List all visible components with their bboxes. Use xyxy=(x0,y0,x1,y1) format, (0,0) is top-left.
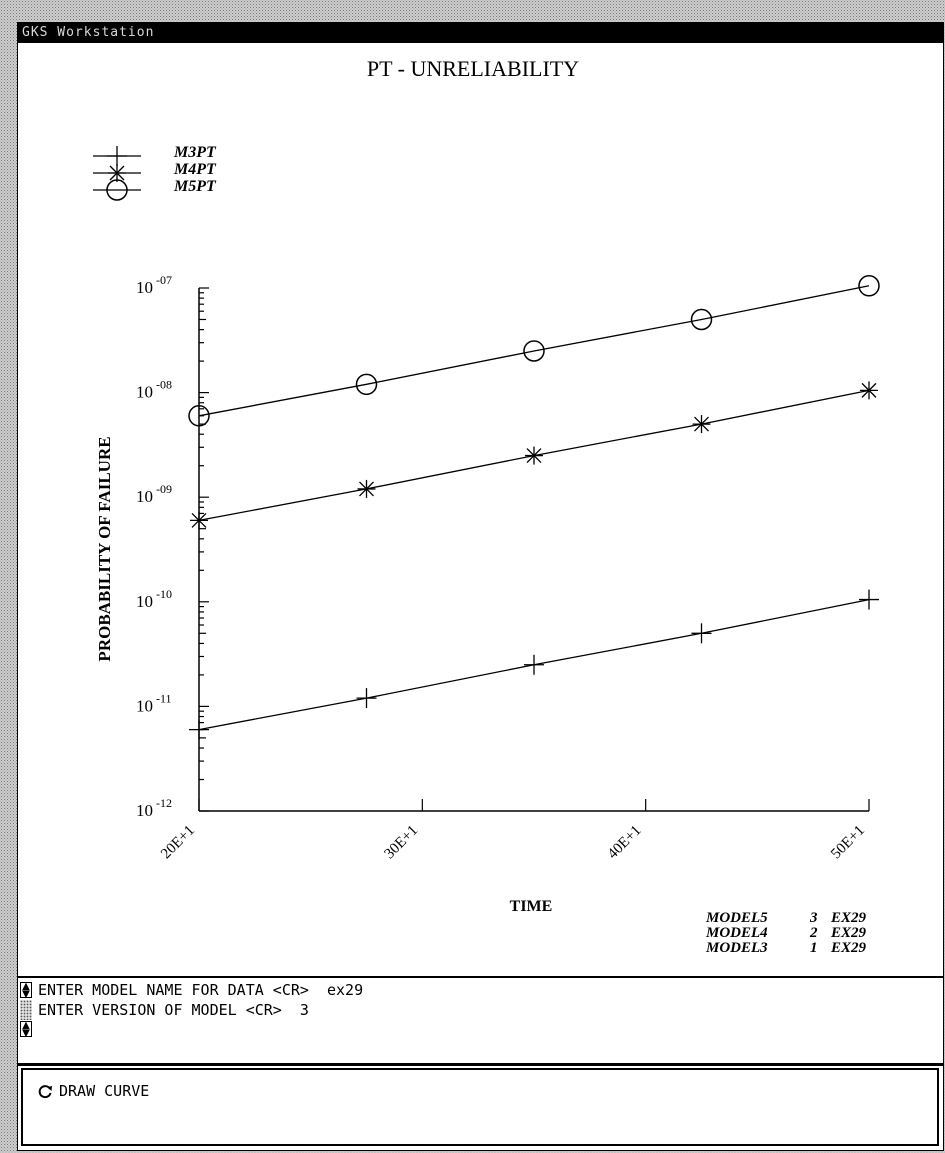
model-note-name: MODEL4 xyxy=(705,925,768,941)
x-axis-tick-labels: 20E+1 30E+1 40E+1 50E+1 xyxy=(158,823,868,863)
marker-m5pt xyxy=(188,405,210,427)
y-axis-label: PROBABILITY OF FAILURE xyxy=(95,436,114,661)
action-panel: DRAW CURVE xyxy=(21,1068,939,1146)
y-axis-ticks xyxy=(199,287,209,812)
gks-window: GKS Workstation PT - UNRELIABILITY M3PT M… xyxy=(17,22,944,1151)
draw-curve-label: DRAW CURVE xyxy=(59,1082,150,1100)
legend-label: M3PT xyxy=(173,144,217,161)
y-tick-label: 10 -12 xyxy=(136,796,172,820)
scroll-up-down-icon[interactable]: ▲ ▼ xyxy=(20,1021,32,1039)
chart-title: PT - UNRELIABILITY xyxy=(367,56,579,81)
legend-label: M4PT xyxy=(173,161,217,178)
marker-m5pt xyxy=(355,373,378,396)
model-note-version: 2 xyxy=(809,925,818,941)
marker-m5pt xyxy=(858,275,880,297)
y-tick-label: 10 -08 xyxy=(136,378,172,402)
x-tick-label: 20E+1 xyxy=(158,823,198,863)
x-tick-label: 30E+1 xyxy=(381,823,421,863)
model-note-version: 1 xyxy=(810,940,818,956)
model-note-name: MODEL3 xyxy=(705,940,768,956)
model-note-data: EX29 xyxy=(830,940,867,956)
chart-axes xyxy=(198,288,869,812)
model-note-name: MODEL5 xyxy=(705,910,768,926)
scrollbar-track[interactable] xyxy=(20,1000,32,1020)
window-title-bar[interactable]: GKS Workstation xyxy=(18,23,943,43)
x-tick-label: 40E+1 xyxy=(605,823,645,863)
marker-m4pt-d2 xyxy=(861,382,877,398)
marker-m4pt-d2 xyxy=(694,416,709,432)
y-tick-label: 10 -10 xyxy=(136,587,172,611)
model-note-version: 3 xyxy=(809,910,818,926)
series-markers xyxy=(188,275,880,740)
legend-marker-d2 xyxy=(109,165,125,181)
marker-m4pt-d2 xyxy=(526,448,542,464)
x-tick-label: 50E+1 xyxy=(828,823,868,863)
y-axis-tick-labels: 10-12 10-11 10-10 10-09 10-08 10 -07 xyxy=(136,273,172,820)
window-title: GKS Workstation xyxy=(22,25,155,40)
marker-m4pt-d2 xyxy=(359,481,374,497)
marker-m5pt xyxy=(690,308,713,331)
model-note-data: EX29 xyxy=(830,910,867,926)
model-note-data: EX29 xyxy=(830,925,867,941)
console-line-1: ENTER MODEL NAME FOR DATA <CR> ex29 xyxy=(38,981,364,999)
legend-marker xyxy=(106,179,128,201)
y-tick-label: 10 -11 xyxy=(136,691,172,715)
x-axis-label: TIME xyxy=(510,898,553,915)
legend-label: M5PT xyxy=(173,178,217,195)
console-line-2: ENTER VERSION OF MODEL <CR> 3 xyxy=(38,1001,309,1019)
draw-curve-button[interactable]: DRAW CURVE xyxy=(37,1082,149,1100)
marker-m4pt-d2 xyxy=(191,512,207,528)
marker-m5pt xyxy=(523,340,545,362)
console-output[interactable]: ▲ ▼ ▲ ▼ ENTER MODEL NAME FOR DATA <CR> ex2… xyxy=(18,978,943,1066)
x-axis-ticks xyxy=(198,799,870,811)
model-notes: MODEL5 3 EX29 MODEL4 2 EX29 MODEL3 1 EX29 xyxy=(705,910,867,956)
y-tick-label: 10 -09 xyxy=(136,482,172,506)
scroll-up-down-icon[interactable]: ▲ ▼ xyxy=(20,982,32,1000)
refresh-icon xyxy=(38,1085,52,1099)
series-line-m5pt xyxy=(198,285,870,417)
plot-area: PT - UNRELIABILITY M3PT M4PT M5PT 10 -12 10-… xyxy=(18,43,943,978)
y-tick-label: 10 -07 xyxy=(136,273,172,297)
